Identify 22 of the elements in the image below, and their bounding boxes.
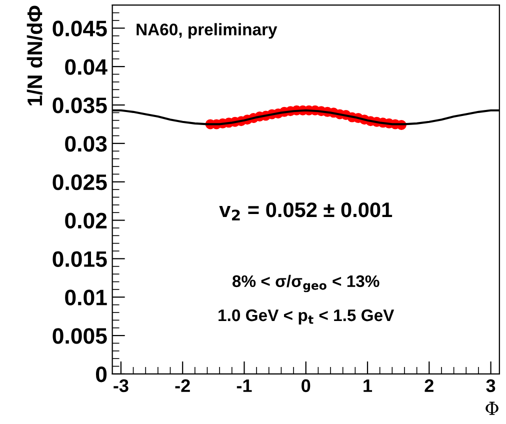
annotation: NA60, preliminary	[136, 23, 278, 39]
x-tick-label: -1	[236, 379, 252, 392]
x-tick-label: -2	[175, 379, 190, 392]
x-tick-label: 1	[364, 379, 372, 392]
x-tick-label: 0	[302, 379, 310, 392]
y-tick-label: 0.005	[52, 328, 107, 344]
y-tick-label: 0.045	[52, 20, 107, 36]
x-tick-label: 2	[424, 379, 434, 392]
y-tick-label: 0.02	[65, 212, 107, 229]
annotation: 1.0 GeV < p$_{t}$ < 1.5 GeV	[218, 309, 394, 324]
y-tick-label: 0.035	[52, 98, 107, 114]
y-tick-label: 0.03	[65, 136, 107, 152]
y-tick-label: 0.01	[65, 290, 107, 306]
y-tick-label: 0.025	[52, 174, 107, 190]
y-tick-label: 0.015	[52, 251, 107, 267]
x-tick-label: -3	[114, 379, 128, 392]
x-tick-label: 3	[486, 379, 496, 392]
annotation: 8% < σ/σ$_{geo}$ < 13%	[232, 274, 380, 292]
x-axis-title: Φ	[486, 402, 498, 415]
y-axis-title: 1/N dN/dΦ	[26, 6, 42, 106]
annotation: v$_{2}$ = 0.052 ± 0.001	[219, 202, 392, 220]
y-tick-label: 0.04	[65, 59, 108, 75]
